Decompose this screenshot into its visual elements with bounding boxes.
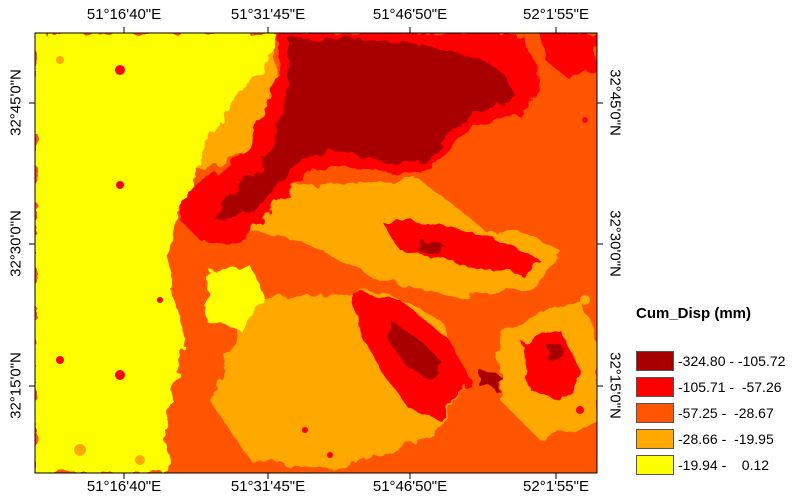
left-tick-label: 32°15'0"N (7, 352, 25, 419)
right-tick-label: 32°45'0"N (606, 69, 624, 136)
top-tick-label: 51°31'45"E (230, 6, 306, 23)
right-tick-label: 32°15'0"N (606, 352, 624, 419)
bottom-tick-label: 52°1'55"E (523, 478, 589, 495)
legend-label: -105.71 - -57.26 (678, 379, 782, 395)
legend-item: -105.71 - -57.26 (636, 377, 796, 399)
bottom-tick-label: 51°31'45"E (230, 478, 306, 495)
legend-swatch (636, 377, 674, 397)
left-tick-label: 32°30'0"N (7, 210, 25, 277)
map-frame (34, 32, 598, 474)
legend-title: Cum_Disp (mm) (636, 305, 752, 322)
legend-label: -28.66 - -19.95 (678, 431, 774, 447)
bottom-tick-label: 51°46'50"E (372, 478, 448, 495)
left-tick-label: 32°45'0"N (7, 69, 25, 136)
legend-label: -19.94 - 0.12 (678, 457, 770, 473)
raster-layer (35, 33, 597, 473)
top-tick-label: 51°46'50"E (372, 6, 448, 23)
top-tick-label: 51°16'40"E (86, 6, 162, 23)
legend-item: -324.80 - -105.72 (636, 351, 796, 373)
legend-item: -57.25 - -28.67 (636, 403, 796, 425)
legend-item: -19.94 - 0.12 (636, 455, 796, 477)
legend-item: -28.66 - -19.95 (636, 429, 796, 451)
legend-swatch (636, 403, 674, 423)
top-tick-label: 52°1'55"E (523, 6, 589, 23)
right-tick-label: 32°30'0"N (606, 210, 624, 277)
legend-label: -324.80 - -105.72 (678, 353, 786, 369)
bottom-tick-label: 51°16'40"E (86, 478, 162, 495)
legend-swatch (636, 455, 674, 475)
legend-label: -57.25 - -28.67 (678, 405, 774, 421)
legend-swatch (636, 429, 674, 449)
legend-swatch (636, 351, 674, 371)
